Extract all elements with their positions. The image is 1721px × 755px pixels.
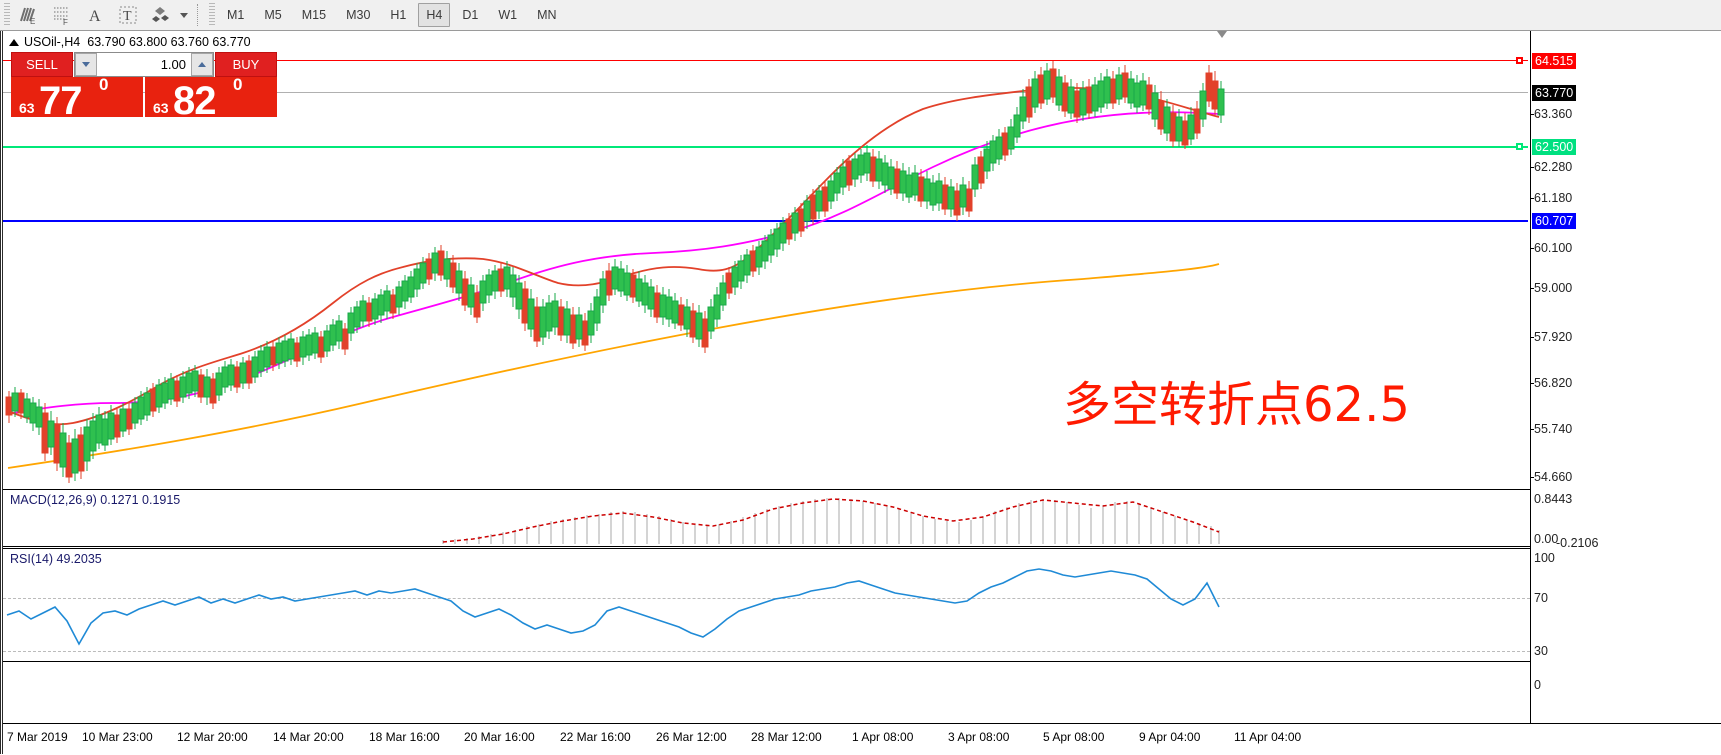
toolbar-grip[interactable] (4, 3, 10, 27)
time-label-6: 22 Mar 16:00 (560, 730, 631, 744)
text-icon[interactable]: A (78, 2, 111, 29)
symbol-ohlc: 63.790 63.800 63.760 63.770 (87, 35, 251, 49)
macd-canvas (442, 498, 1220, 544)
macd-axis-zero: 0.00 (1534, 532, 1559, 546)
sell-price-point: 0 (99, 77, 109, 94)
rsi-band-70 (3, 598, 1530, 599)
rsi-pane[interactable]: RSI(14) 49.2035 100 70 30 (3, 548, 1555, 662)
lot-size-input[interactable]: 1.00 (74, 52, 214, 77)
timeframe-h1[interactable]: H1 (390, 8, 407, 22)
symbol-header: USOil-,H4 63.790 63.800 63.760 63.770 (9, 35, 251, 49)
price-tick-62280: 62.280 (1529, 160, 1573, 174)
buy-price-integer: 63 (153, 100, 169, 116)
buy-price-point: 0 (233, 77, 243, 94)
timeframe-m15[interactable]: M15 (301, 8, 327, 22)
svg-text:T: T (123, 9, 132, 24)
sell-button[interactable]: SELL (11, 52, 73, 77)
price-label-trendline: 60.707 (1532, 213, 1577, 229)
lot-decrease-button[interactable] (75, 53, 97, 76)
svg-text:A: A (89, 8, 101, 25)
objects-icon[interactable] (144, 2, 177, 29)
macd-label: MACD(12,26,9) 0.1271 0.1915 (10, 493, 181, 507)
time-label-1: 10 Mar 23:00 (82, 730, 153, 744)
price-tick-61180: 61.180 (1529, 191, 1573, 205)
chart-area[interactable]: USOil-,H4 63.790 63.800 63.760 63.770 (0, 31, 1721, 755)
timeframe-mn[interactable]: MN (537, 8, 557, 22)
timeframe-m5[interactable]: M5 (264, 8, 282, 22)
support-line[interactable] (3, 146, 1528, 148)
time-label-9: 1 Apr 08:00 (852, 730, 914, 744)
time-label-5: 20 Mar 16:00 (464, 730, 535, 744)
price-axis-line (1530, 31, 1531, 723)
chart-annotation: 多空转折点62.5 (1063, 377, 1410, 433)
timeframe-grip[interactable] (209, 3, 215, 27)
sell-price-integer: 63 (19, 100, 35, 116)
price-tick-57920: 57.920 (1529, 330, 1573, 344)
sell-price-main: 77 (39, 79, 82, 117)
timeframe-m30[interactable]: M30 (346, 8, 371, 22)
rsi-axis-70: 70 (1534, 591, 1548, 605)
text-label-icon[interactable]: T (111, 2, 144, 29)
time-label-4: 18 Mar 16:00 (369, 730, 440, 744)
price-tick-60100: 60.100 (1529, 241, 1573, 255)
price-tick-55740: 55.740 (1529, 422, 1573, 436)
time-label-3: 14 Mar 20:00 (273, 730, 344, 744)
time-label-13: 11 Apr 04:00 (1234, 730, 1302, 744)
macd-axis-top: 0.8443 (1534, 492, 1573, 506)
price-tick-63360: 63.360 (1529, 107, 1573, 121)
collapse-triangle-icon[interactable] (9, 38, 19, 46)
elliott-wave-icon[interactable]: E (12, 2, 45, 29)
trade-quotes-row: 63 77 0 63 82 0 (11, 77, 277, 117)
trend-line[interactable] (3, 220, 1528, 222)
price-tick-56820: 56.820 (1529, 376, 1573, 390)
price-tick-54660: 54.660 (1529, 470, 1573, 484)
price-label-current: 63.770 (1532, 85, 1577, 101)
price-label-resistance: 64.515 (1532, 53, 1577, 69)
timeframe-h4[interactable]: H4 (418, 3, 451, 27)
timeframe-d1[interactable]: D1 (462, 8, 479, 22)
trade-controls-row: SELL 1.00 BUY (11, 52, 277, 77)
rsi-axis-0: 0 (1534, 678, 1541, 692)
crosshair-marker-icon (1217, 31, 1227, 38)
buy-price-main: 82 (173, 79, 216, 117)
lot-size-value[interactable]: 1.00 (160, 57, 186, 72)
buy-price-display[interactable]: 63 82 0 (145, 77, 277, 117)
svg-text:F: F (63, 18, 68, 26)
svg-text:E: E (30, 17, 35, 26)
time-axis[interactable]: 7 Mar 2019 10 Mar 23:00 12 Mar 20:00 14 … (3, 723, 1721, 755)
time-label-12: 9 Apr 04:00 (1139, 730, 1201, 744)
price-tick-59000: 59.000 (1529, 281, 1573, 295)
rsi-canvas (6, 568, 1220, 646)
symbol-name: USOil-,H4 (24, 35, 81, 49)
objects-dropdown-caret-icon[interactable] (177, 2, 191, 29)
resistance-line[interactable] (3, 60, 1528, 61)
sell-price-display[interactable]: 63 77 0 (11, 77, 143, 117)
time-label-8: 28 Mar 12:00 (751, 730, 822, 744)
macd-pane[interactable]: MACD(12,26,9) 0.1271 0.1915 (3, 489, 1598, 550)
time-label-7: 26 Mar 12:00 (656, 730, 727, 744)
resistance-line-handle[interactable] (1516, 57, 1523, 64)
rsi-label: RSI(14) 49.2035 (10, 552, 102, 566)
fibonacci-icon[interactable]: F (45, 2, 78, 29)
support-line-handle[interactable] (1516, 143, 1523, 150)
price-label-support: 62.500 (1532, 139, 1577, 155)
time-label-0: 7 Mar 2019 (7, 730, 68, 744)
rsi-band-30 (3, 651, 1530, 652)
lot-increase-button[interactable] (191, 53, 213, 76)
toolbar: E F A T (0, 0, 1721, 31)
timeframe-m1[interactable]: M1 (227, 8, 245, 22)
toolbar-separator (197, 4, 199, 26)
time-label-11: 5 Apr 08:00 (1043, 730, 1105, 744)
macd-axis-bottom: -0.2106 (1556, 536, 1599, 550)
timeframe-w1[interactable]: W1 (498, 8, 518, 22)
one-click-trading-panel[interactable]: SELL 1.00 BUY 63 77 0 63 82 0 (11, 52, 277, 117)
time-label-10: 3 Apr 08:00 (948, 730, 1010, 744)
time-label-2: 12 Mar 20:00 (177, 730, 248, 744)
buy-button[interactable]: BUY (215, 52, 277, 77)
rsi-axis-100: 100 (1534, 551, 1555, 565)
rsi-axis-30: 30 (1534, 644, 1548, 658)
